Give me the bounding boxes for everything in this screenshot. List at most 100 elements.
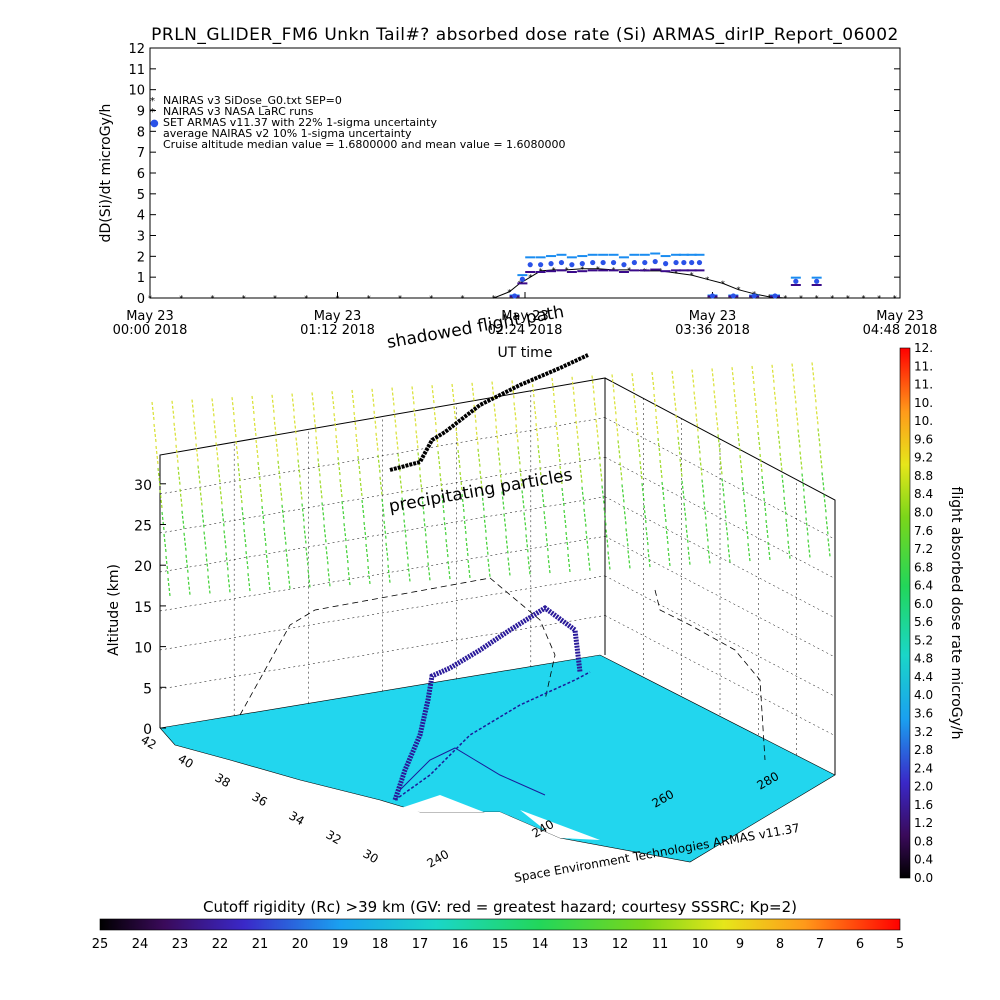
series-point-armas [631, 259, 637, 266]
particle-mark [267, 571, 271, 591]
y-axis-label: dD(Si)/dt microGy/h [98, 104, 114, 243]
precipitating-particles-field [151, 362, 831, 597]
series-point-nairas: * [211, 294, 215, 303]
particle-mark [151, 401, 155, 421]
series-point-armas [558, 259, 565, 266]
series-point-armas [793, 278, 799, 284]
latitude-tick-label: 42 [139, 732, 159, 752]
y-tick-label: 2 [137, 250, 145, 265]
particle-mark [235, 441, 239, 460]
dose-rate-colorbar-tick: 11. [914, 378, 933, 392]
particle-mark [823, 494, 827, 513]
particle-mark [271, 394, 275, 413]
series-point-armas [663, 261, 669, 267]
x-axis-label: UT time [498, 345, 553, 361]
particle-mark [757, 431, 761, 451]
particle-mark [627, 550, 631, 569]
series-point-armas [696, 259, 703, 266]
dose-rate-colorbar-tick: 3.2 [914, 725, 933, 739]
series-point-nairas: * [429, 294, 433, 303]
dose-rate-colorbar-tick: 0.8 [914, 834, 933, 848]
particle-mark [643, 505, 647, 524]
particle-mark [307, 569, 311, 588]
series-point-nairas: * [643, 267, 647, 276]
cutoff-rigidity-colorbar-tick: 24 [132, 937, 149, 952]
particle-mark [165, 555, 169, 575]
particle-mark [497, 447, 501, 466]
particle-mark [465, 537, 469, 557]
particle-mark [615, 418, 619, 437]
cutoff-rigidity-colorbar-tick: 7 [816, 937, 824, 952]
latitude-tick-label: 30 [361, 846, 381, 866]
particle-mark [265, 549, 269, 569]
particle-mark [375, 432, 379, 451]
particle-mark [551, 377, 555, 397]
particle-mark [381, 498, 385, 517]
particle-mark [611, 374, 615, 393]
particle-mark [705, 523, 709, 542]
series-point-armas [579, 261, 585, 267]
particle-mark [261, 505, 265, 525]
particle-mark [283, 526, 287, 545]
particle-mark [539, 467, 543, 486]
particle-mark [821, 472, 825, 491]
particle-mark [335, 435, 339, 454]
particle-mark [653, 393, 657, 413]
particle-mark [247, 573, 251, 592]
particle-mark [315, 436, 319, 455]
y-tick-label: 12 [128, 42, 145, 57]
particle-mark [723, 500, 727, 519]
particle-mark [347, 567, 351, 586]
particle-mark [827, 538, 831, 557]
particle-mark [467, 559, 471, 579]
particle-mark [779, 452, 783, 471]
series-point-nairas: * [862, 294, 866, 303]
particle-mark [331, 391, 335, 410]
particle-mark [285, 548, 289, 567]
map-3d-panel: 0 5 10 15 20 25 30 Altitude (km) 42 40 38 36 34 32 3… [106, 302, 836, 885]
particle-mark [153, 423, 157, 443]
particle-mark [763, 497, 767, 517]
series-point-nairas: * [273, 294, 277, 303]
particle-mark [353, 411, 357, 431]
particle-mark [461, 493, 465, 513]
particle-mark [677, 436, 681, 455]
particle-mark [783, 496, 787, 515]
x-tick-time: 03:36 2018 [675, 323, 750, 338]
particle-mark [671, 370, 675, 389]
particle-mark [565, 531, 569, 551]
longitude-tick-label: 240 [425, 847, 452, 871]
y-tick-label: 10 [128, 84, 145, 99]
legend-entry: NAIRAS v3 NASA LaRC runs [163, 105, 314, 118]
particle-mark [185, 554, 189, 573]
cutoff-rigidity-colorbar-tick: 16 [452, 937, 469, 952]
particle-mark [393, 409, 397, 428]
particle-mark [173, 422, 177, 441]
particle-mark [259, 483, 263, 503]
particle-mark [243, 529, 247, 548]
particle-mark [743, 499, 747, 518]
particle-mark [583, 508, 587, 527]
particle-mark [483, 514, 487, 533]
particle-mark [617, 440, 621, 459]
particle-mark [505, 535, 509, 554]
legend-entry: SET ARMAS v11.37 with 22% 1-sigma uncert… [163, 116, 437, 129]
particle-mark [739, 455, 743, 474]
particle-mark [795, 407, 799, 426]
particle-mark [417, 452, 421, 471]
wall-grid-line [604, 575, 836, 697]
particle-mark [587, 552, 591, 571]
particle-mark [223, 530, 227, 549]
dose-rate-colorbar-tick: 4.8 [914, 652, 933, 666]
dose-rate-colorbar-gradient [899, 347, 911, 879]
series-point-armas [548, 261, 554, 267]
wall-grid-line [604, 615, 836, 736]
particle-mark [685, 524, 689, 543]
particle-mark [325, 546, 329, 565]
dose-rate-colorbar-tick: 8.4 [914, 487, 933, 501]
altitude-axis-label: Altitude (km) [106, 564, 122, 656]
particle-mark [607, 551, 611, 570]
series-point-nairas: * [492, 294, 496, 303]
